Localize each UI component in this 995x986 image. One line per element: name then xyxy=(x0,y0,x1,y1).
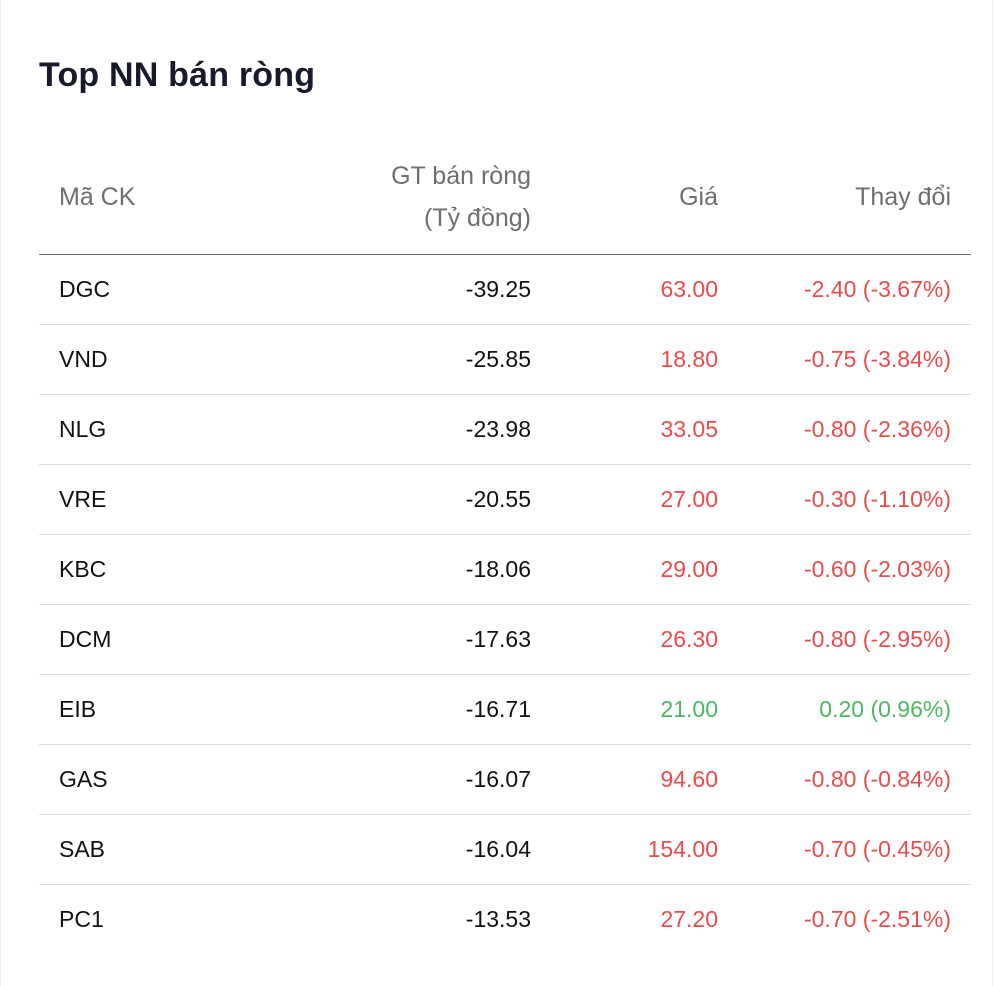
row-net-value: -20.55 xyxy=(249,464,551,535)
row-symbol[interactable]: DGC xyxy=(39,254,249,325)
row-net-value: -18.06 xyxy=(249,534,551,605)
row-net-value: -16.71 xyxy=(249,674,551,745)
header-net-value: GT bán ròng (Tỷ đồng) xyxy=(249,140,551,255)
table-row[interactable]: VND -25.85 18.80 -0.75 (-3.84%) xyxy=(39,324,971,395)
header-net-value-line2: (Tỷ đồng) xyxy=(424,203,531,232)
row-change: -0.75 (-3.84%) xyxy=(738,324,971,395)
table-body: DGC -39.25 63.00 -2.40 (-3.67%) VND -25.85 18.… xyxy=(39,254,971,954)
row-symbol[interactable]: KBC xyxy=(39,534,249,605)
table-row[interactable]: KBC -18.06 29.00 -0.60 (-2.03%) xyxy=(39,534,971,605)
row-net-value: -23.98 xyxy=(249,394,551,465)
table-header: Mã CK GT bán ròng (Tỷ đồng) Giá Thay đổi xyxy=(39,140,971,255)
row-price: 29.00 xyxy=(551,534,738,605)
header-symbol: Mã CK xyxy=(39,140,249,255)
table-row[interactable]: NLG -23.98 33.05 -0.80 (-2.36%) xyxy=(39,394,971,465)
row-change: -0.80 (-0.84%) xyxy=(738,744,971,815)
row-price: 94.60 xyxy=(551,744,738,815)
row-price: 21.00 xyxy=(551,674,738,745)
net-sell-table: Mã CK GT bán ròng (Tỷ đồng) Giá Thay đổi… xyxy=(39,140,971,954)
row-change: -0.70 (-0.45%) xyxy=(738,814,971,885)
row-change: -0.80 (-2.95%) xyxy=(738,604,971,675)
row-net-value: -17.63 xyxy=(249,604,551,675)
row-symbol[interactable]: DCM xyxy=(39,604,249,675)
row-price: 154.00 xyxy=(551,814,738,885)
row-symbol[interactable]: VRE xyxy=(39,464,249,535)
table-row[interactable]: EIB -16.71 21.00 0.20 (0.96%) xyxy=(39,674,971,745)
row-price: 18.80 xyxy=(551,324,738,395)
header-change: Thay đổi xyxy=(738,140,971,255)
table-row[interactable]: GAS -16.07 94.60 -0.80 (-0.84%) xyxy=(39,744,971,815)
row-symbol[interactable]: NLG xyxy=(39,394,249,465)
table-row[interactable]: PC1 -13.53 27.20 -0.70 (-2.51%) xyxy=(39,884,971,954)
row-price: 63.00 xyxy=(551,254,738,325)
table-row[interactable]: SAB -16.04 154.00 -0.70 (-0.45%) xyxy=(39,814,971,885)
table-row[interactable]: DCM -17.63 26.30 -0.80 (-2.95%) xyxy=(39,604,971,675)
row-symbol[interactable]: EIB xyxy=(39,674,249,745)
table-row[interactable]: VRE -20.55 27.00 -0.30 (-1.10%) xyxy=(39,464,971,535)
row-symbol[interactable]: PC1 xyxy=(59,905,104,932)
row-net-value: -16.04 xyxy=(249,814,551,885)
header-price: Giá xyxy=(551,140,738,255)
row-net-value: -39.25 xyxy=(249,254,551,325)
row-price: 27.20 xyxy=(660,905,718,932)
header-row: Mã CK GT bán ròng (Tỷ đồng) Giá Thay đổi xyxy=(39,140,971,255)
row-price: 27.00 xyxy=(551,464,738,535)
row-net-value: -25.85 xyxy=(249,324,551,395)
row-price: 33.05 xyxy=(551,394,738,465)
row-change: -0.80 (-2.36%) xyxy=(738,394,971,465)
row-change: -0.70 (-2.51%) xyxy=(803,905,951,932)
row-net-value: -13.53 xyxy=(465,905,531,932)
row-symbol[interactable]: GAS xyxy=(39,744,249,815)
table-row[interactable]: DGC -39.25 63.00 -2.40 (-3.67%) xyxy=(39,254,971,325)
row-symbol[interactable]: SAB xyxy=(39,814,249,885)
row-change: -0.60 (-2.03%) xyxy=(738,534,971,605)
row-change: -2.40 (-3.67%) xyxy=(738,254,971,325)
header-net-value-line1: GT bán ròng xyxy=(391,161,531,190)
row-symbol[interactable]: VND xyxy=(39,324,249,395)
row-net-value: -16.07 xyxy=(249,744,551,815)
row-change: 0.20 (0.96%) xyxy=(738,674,971,745)
row-change: -0.30 (-1.10%) xyxy=(738,464,971,535)
row-price: 26.30 xyxy=(551,604,738,675)
card-title: Top NN bán ròng xyxy=(39,56,316,94)
